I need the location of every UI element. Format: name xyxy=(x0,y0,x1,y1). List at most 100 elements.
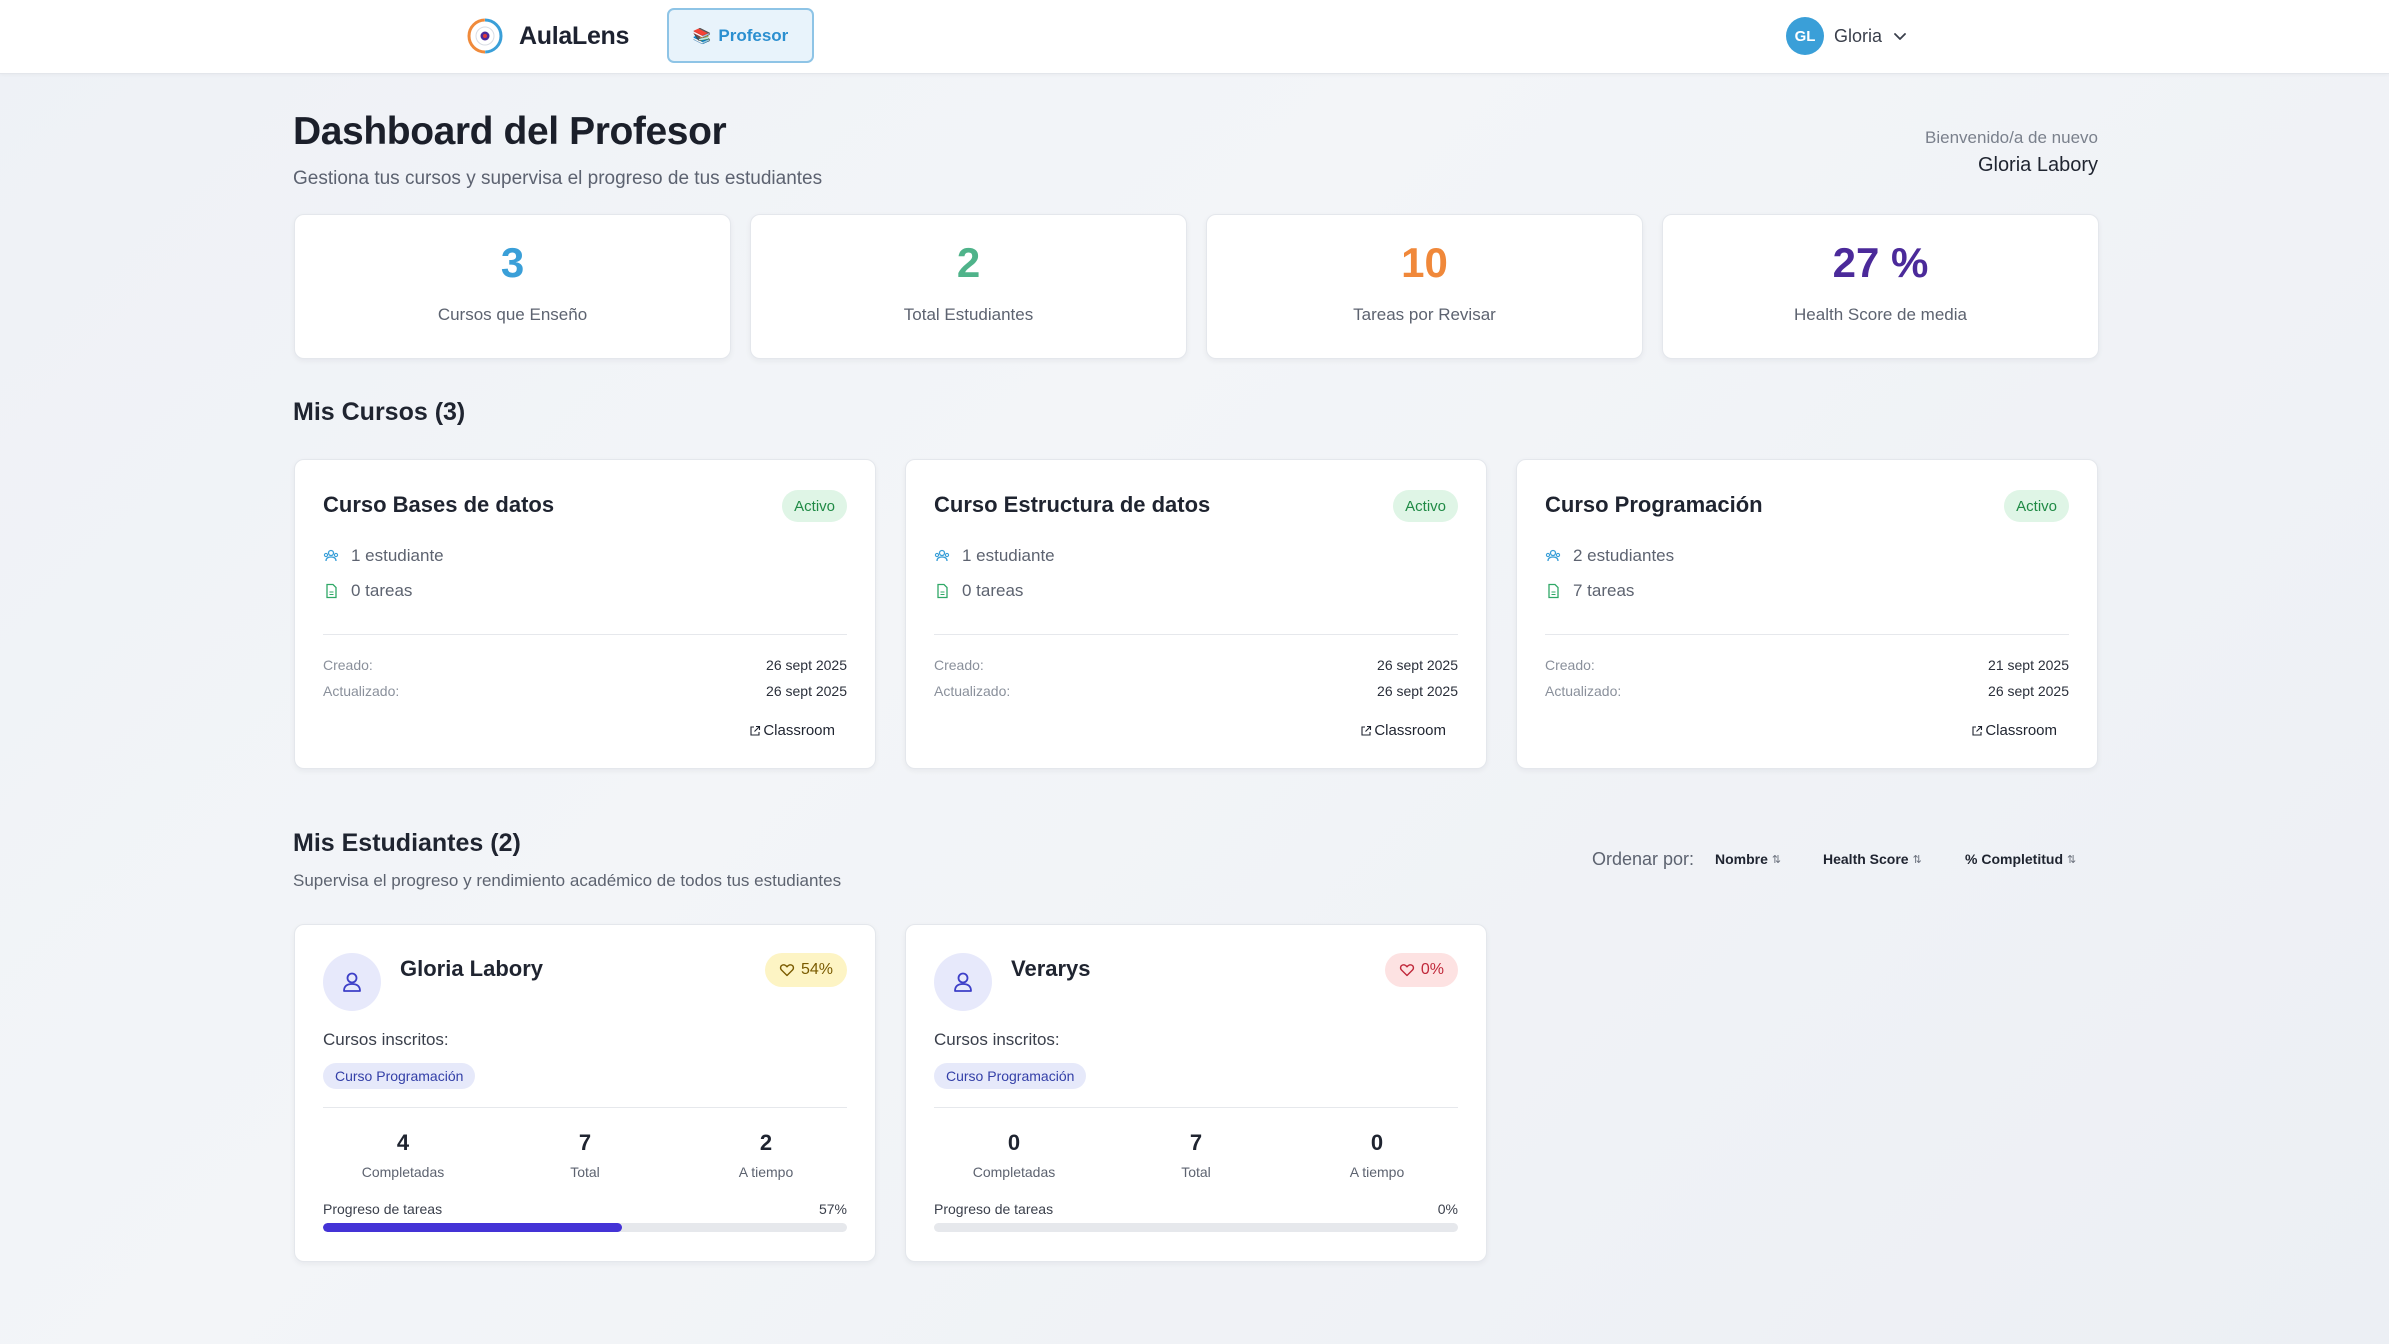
progress-bar xyxy=(934,1223,1458,1232)
stat-label: Health Score de media xyxy=(1794,305,1967,324)
user-icon xyxy=(954,972,972,992)
created-date: 26 sept 2025 xyxy=(766,657,847,673)
created-label: Creado: xyxy=(323,657,373,673)
course-card[interactable]: Curso Estructura de datos Activo 1 estud… xyxy=(905,459,1487,769)
student-avatar xyxy=(323,953,381,1011)
metric-total: 7 Total xyxy=(1181,1130,1211,1180)
chevron-down-icon xyxy=(1894,33,1906,40)
stat-value: 27 % xyxy=(1832,239,1929,286)
progress-fill xyxy=(323,1223,622,1232)
metric-completed: 0 Completadas xyxy=(972,1130,1056,1180)
course-tasks: 7 tareas xyxy=(1545,581,1634,601)
course-title: Curso Estructura de datos xyxy=(934,492,1211,517)
user-icon xyxy=(343,972,361,992)
student-name: Gloria Labory xyxy=(400,956,544,981)
metric-ontime: 2 A tiempo xyxy=(738,1130,794,1180)
user-name: Gloria xyxy=(1834,25,1883,46)
stat-label: Tareas por Revisar xyxy=(1353,305,1496,324)
stat-label: Cursos que Enseño xyxy=(437,305,588,324)
progress-label: Progreso de tareas xyxy=(934,1201,1054,1217)
users-icon xyxy=(323,549,339,562)
stat-label: Total Estudiantes xyxy=(903,305,1034,324)
course-students: 2 estudiantes xyxy=(1545,546,1674,566)
stat-card-courses: 3 Cursos que Enseño xyxy=(294,214,731,359)
course-card[interactable]: Curso Programación Activo 2 estudiantes … xyxy=(1516,459,2098,769)
updated-label: Actualizado: xyxy=(1545,683,1622,699)
course-title: Curso Bases de datos xyxy=(323,492,555,517)
created-label: Creado: xyxy=(1545,657,1595,673)
divider xyxy=(323,1107,847,1108)
created-date: 21 sept 2025 xyxy=(1988,657,2069,673)
stat-card-tasks: 10 Tareas por Revisar xyxy=(1206,214,1643,359)
heart-icon xyxy=(1399,964,1414,977)
metric-total: 7 Total xyxy=(570,1130,600,1180)
enrolled-label: Cursos inscritos: xyxy=(323,1030,449,1049)
divider xyxy=(934,1107,1458,1108)
health-score-badge: 54% xyxy=(764,953,847,987)
stat-value: 3 xyxy=(500,239,525,286)
updated-label: Actualizado: xyxy=(934,683,1011,699)
classroom-link[interactable]: Classroom xyxy=(1971,722,2057,739)
updated-date: 26 sept 2025 xyxy=(1377,683,1458,699)
role-professor-button[interactable]: 📚 Profesor xyxy=(667,8,814,63)
books-icon: 📚 xyxy=(692,27,712,45)
course-chip: Curso Programación xyxy=(323,1063,476,1089)
student-card[interactable]: Gloria Labory 54% Cursos inscritos: Curs… xyxy=(294,924,876,1262)
classroom-link[interactable]: Classroom xyxy=(749,722,835,739)
course-tasks: 0 tareas xyxy=(934,581,1023,601)
sort-by-name-button[interactable]: Nombre ⇅ xyxy=(1715,851,1782,867)
stat-value: 10 xyxy=(1401,239,1448,286)
role-label: Profesor xyxy=(718,25,789,45)
status-badge: Activo xyxy=(782,490,847,522)
student-avatar xyxy=(934,953,992,1011)
enrolled-label: Cursos inscritos: xyxy=(934,1030,1060,1049)
welcome-name: Gloria Labory xyxy=(1977,154,2098,176)
student-name: Verarys xyxy=(1011,956,1091,981)
progress-bar xyxy=(323,1223,847,1232)
document-icon xyxy=(1548,583,1559,599)
users-icon xyxy=(1545,549,1561,562)
sort-icon: ⇅ xyxy=(2067,853,2077,866)
sort-icon: ⇅ xyxy=(1771,853,1782,866)
sort-by-health-button[interactable]: Health Score ⇅ xyxy=(1823,851,1922,867)
external-link-icon xyxy=(750,725,761,736)
progress-percent: 0% xyxy=(1437,1201,1458,1217)
stat-card-students: 2 Total Estudiantes xyxy=(750,214,1187,359)
user-menu[interactable]: GL Gloria xyxy=(1786,16,1908,56)
course-card[interactable]: Curso Bases de datos Activo 1 estudiante… xyxy=(294,459,876,769)
divider xyxy=(323,634,847,635)
course-chip: Curso Programación xyxy=(934,1063,1087,1089)
updated-date: 26 sept 2025 xyxy=(1988,683,2069,699)
divider xyxy=(1545,634,2069,635)
status-badge: Activo xyxy=(2004,490,2069,522)
aulalens-logo-icon xyxy=(467,18,503,54)
external-link-icon xyxy=(1361,725,1372,736)
metric-completed: 4 Completadas xyxy=(361,1130,445,1180)
brand-name: AulaLens xyxy=(519,21,630,50)
health-score-badge: 0% xyxy=(1384,953,1458,987)
courses-section-title: Mis Cursos (3) xyxy=(293,398,466,426)
students-section-subtitle: Supervisa el progreso y rendimiento acad… xyxy=(293,871,842,890)
course-tasks: 0 tareas xyxy=(323,581,412,601)
sort-by-completion-button[interactable]: % Completitud ⇅ xyxy=(1965,851,2077,867)
created-label: Creado: xyxy=(934,657,984,673)
classroom-link[interactable]: Classroom xyxy=(1360,722,1446,739)
external-link-icon xyxy=(1972,725,1983,736)
welcome-label: Bienvenido/a de nuevo xyxy=(1925,128,2098,147)
student-card[interactable]: Verarys 0% Cursos inscritos: Curso Progr… xyxy=(905,924,1487,1262)
heart-icon xyxy=(779,964,795,977)
brand[interactable]: AulaLens xyxy=(465,14,629,58)
document-icon xyxy=(937,583,948,599)
avatar: GL xyxy=(1786,17,1824,55)
page-subtitle: Gestiona tus cursos y supervisa el progr… xyxy=(293,168,823,189)
sort-icon: ⇅ xyxy=(1912,853,1922,866)
stat-value: 2 xyxy=(956,239,981,286)
course-title: Curso Programación xyxy=(1545,492,1763,517)
progress-percent: 57% xyxy=(818,1201,847,1217)
created-date: 26 sept 2025 xyxy=(1377,657,1458,673)
sort-label: Ordenar por: xyxy=(1592,849,1695,869)
progress-label: Progreso de tareas xyxy=(323,1201,443,1217)
page-title: Dashboard del Profesor xyxy=(293,110,727,153)
users-icon xyxy=(934,549,950,562)
course-students: 1 estudiante xyxy=(934,546,1055,566)
